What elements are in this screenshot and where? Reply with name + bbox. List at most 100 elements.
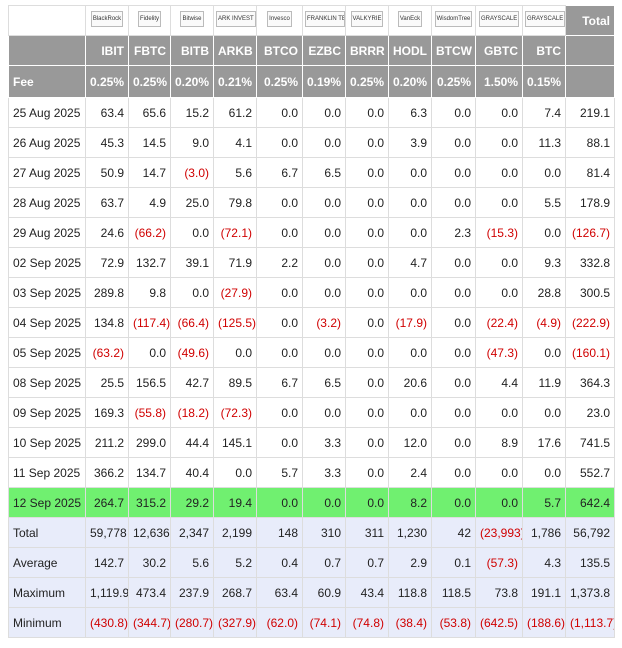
ticker: IBIT xyxy=(85,35,129,66)
flow-value: (125.5) xyxy=(213,307,257,338)
summary-row: Maximum 1,119.9 473.4 237.9 268.7 63.4 60.9 43.… xyxy=(8,577,615,608)
flow-value: 19.4 xyxy=(213,487,257,518)
flow-value: 0.0 xyxy=(345,487,389,518)
flow-value: 0.0 xyxy=(256,277,303,308)
day-row: 25 Aug 2025 63.4 65.6 15.2 61.2 0.0 0.0 0.0 6.3 0… xyxy=(8,97,615,128)
flow-value: 65.6 xyxy=(128,97,171,128)
flows-table: BlackRock Fidelity Bitwise ARK INVEST Invesc… xyxy=(8,5,615,638)
flow-value: 0.7 xyxy=(345,547,389,578)
flow-value: 6.7 xyxy=(256,157,303,188)
flow-value: 156.5 xyxy=(128,367,171,398)
fund-logo: WisdomTree xyxy=(434,11,473,27)
flow-value: 44.4 xyxy=(170,427,214,458)
flow-value: 23.0 xyxy=(565,397,615,428)
daily-rows: 25 Aug 2025 63.4 65.6 15.2 61.2 0.0 0.0 0.0 6.3 0… xyxy=(8,97,615,518)
flow-value: 0.0 xyxy=(431,157,476,188)
flow-value: 3.3 xyxy=(302,427,346,458)
flow-value: 264.7 xyxy=(85,487,129,518)
flow-value: 0.0 xyxy=(431,337,476,368)
flow-value: 0.0 xyxy=(170,277,214,308)
flow-value: 40.4 xyxy=(170,457,214,488)
fund-logo: ARK INVEST xyxy=(216,11,256,27)
flow-value: 6.5 xyxy=(302,367,346,398)
flow-value: 0.0 xyxy=(522,157,566,188)
fee: 0.21% xyxy=(213,65,257,98)
logo-cell: GRAYSCALE xyxy=(522,5,566,36)
flow-value: (27.9) xyxy=(213,277,257,308)
fund-logo: Fidelity xyxy=(137,11,161,27)
flow-value: 2.9 xyxy=(388,547,432,578)
ticker: HODL xyxy=(388,35,432,66)
flow-value: 118.8 xyxy=(388,577,432,608)
flow-value: 741.5 xyxy=(565,427,615,458)
flow-value: 0.0 xyxy=(522,217,566,248)
flow-value: 25.0 xyxy=(170,187,214,218)
flow-value: 17.6 xyxy=(522,427,566,458)
flow-value: 0.0 xyxy=(256,487,303,518)
flow-value: 72.9 xyxy=(85,247,129,278)
flow-value: 0.0 xyxy=(475,97,523,128)
row-label: 26 Aug 2025 xyxy=(8,127,86,158)
row-label: 25 Aug 2025 xyxy=(8,97,86,128)
flow-value: 0.0 xyxy=(345,337,389,368)
flow-value: 0.0 xyxy=(345,247,389,278)
flow-value: 0.0 xyxy=(128,337,171,368)
flow-value: 289.8 xyxy=(85,277,129,308)
flow-value: 12,636 xyxy=(128,517,171,548)
flow-value: (327.9) xyxy=(213,607,257,638)
flow-value: 473.4 xyxy=(128,577,171,608)
logo-cell: Fidelity xyxy=(128,5,171,36)
flow-value: 178.9 xyxy=(565,187,615,218)
day-row: 08 Sep 2025 25.5 156.5 42.7 89.5 6.7 6.5 0.0 20.… xyxy=(8,367,615,398)
flow-value: 0.0 xyxy=(170,217,214,248)
logo-cell: WisdomTree xyxy=(431,5,476,36)
ticker: BTC xyxy=(522,35,566,66)
fee: 0.20% xyxy=(388,65,432,98)
flow-value: 311 xyxy=(345,517,389,548)
empty-header xyxy=(565,35,615,66)
row-label: 28 Aug 2025 xyxy=(8,187,86,218)
flow-value: 552.7 xyxy=(565,457,615,488)
flow-value: 6.3 xyxy=(388,97,432,128)
flow-value: 4.1 xyxy=(213,127,257,158)
flow-value: 5.5 xyxy=(522,187,566,218)
flow-value: (430.8) xyxy=(85,607,129,638)
flow-value: (63.2) xyxy=(85,337,129,368)
fee: 0.25% xyxy=(85,65,129,98)
flow-value: (72.3) xyxy=(213,397,257,428)
ticker: FBTC xyxy=(128,35,171,66)
flow-value: 0.0 xyxy=(302,277,346,308)
row-label: 11 Sep 2025 xyxy=(8,457,86,488)
fee: 1.50% xyxy=(475,65,523,98)
flow-value: 0.0 xyxy=(345,187,389,218)
flow-value: 25.5 xyxy=(85,367,129,398)
flow-value: 79.8 xyxy=(213,187,257,218)
logo-cell: Bitwise xyxy=(170,5,214,36)
flow-value: (23,993) xyxy=(475,517,523,548)
flow-value: 89.5 xyxy=(213,367,257,398)
flow-value: 300.5 xyxy=(565,277,615,308)
flow-value: (642.5) xyxy=(475,607,523,638)
flow-value: 8.9 xyxy=(475,427,523,458)
flow-value: 0.0 xyxy=(475,457,523,488)
flow-value: 1,119.9 xyxy=(85,577,129,608)
flow-value: 2.3 xyxy=(431,217,476,248)
logo-cell: Invesco xyxy=(256,5,303,36)
flow-value: 88.1 xyxy=(565,127,615,158)
day-row: 05 Sep 2025 (63.2) 0.0 (49.6) 0.0 0.0 0.0 0.0 0.… xyxy=(8,337,615,368)
logo-cell: VALKYRIE xyxy=(345,5,389,36)
flow-value: 9.3 xyxy=(522,247,566,278)
flow-value: 0.0 xyxy=(522,337,566,368)
flow-value: (74.8) xyxy=(345,607,389,638)
flow-value: 0.0 xyxy=(302,187,346,218)
logo-cell: FRANKLIN TEMPLETON xyxy=(302,5,346,36)
flow-value: (49.6) xyxy=(170,337,214,368)
flow-value: 0.0 xyxy=(302,487,346,518)
day-row: 02 Sep 2025 72.9 132.7 39.1 71.9 2.2 0.0 0.0 4.7… xyxy=(8,247,615,278)
flow-value: 11.3 xyxy=(522,127,566,158)
fund-logo: Bitwise xyxy=(180,11,204,27)
flow-value: 6.7 xyxy=(256,367,303,398)
flow-value: 4.9 xyxy=(128,187,171,218)
fee-row: Fee 0.25% 0.25% 0.20% 0.21% 0.25% 0.19% 0.25% 0.… xyxy=(8,65,615,98)
flow-value: 61.2 xyxy=(213,97,257,128)
